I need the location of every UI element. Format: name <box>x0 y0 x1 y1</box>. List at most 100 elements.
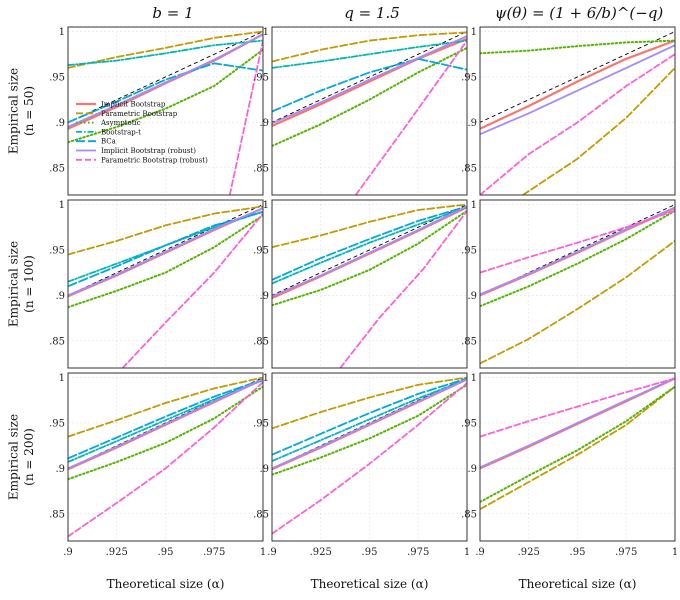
plot-area <box>68 30 263 195</box>
y-tick-label: .95 <box>253 72 269 83</box>
series-line-parametric-bootstrap <box>522 67 675 195</box>
plot-area <box>272 376 467 535</box>
row-label-line: Empirical size <box>7 68 21 154</box>
x-tick-label: .95 <box>158 547 174 558</box>
y-tick-label: .85 <box>253 336 269 347</box>
x-tick-label: 1 <box>260 547 266 558</box>
y-tick-label: .95 <box>49 418 65 429</box>
panel-frame <box>67 199 264 369</box>
legend-label: BCa <box>101 138 116 146</box>
panel-row2-col1: .85 .9 .95 1 <box>49 199 264 369</box>
y-tick-label: 1 <box>59 27 65 38</box>
panel-row3-col1: .85 .9 .95 1 .9 .925 .95 .975 1 <box>49 372 266 558</box>
reference-diagonal-line <box>480 204 675 296</box>
y-tick-label: .95 <box>461 72 477 83</box>
legend-label: Bootstrap-t <box>101 128 141 136</box>
series-line-parametric-bootstrap <box>480 385 675 511</box>
x-axis-label-3: Theoretical size (α) <box>519 577 637 591</box>
series-line-parametric-bootstrap-robust- <box>480 53 675 195</box>
row-label-2: Empirical size (n = 100) <box>7 241 37 327</box>
y-tick-label: .85 <box>49 336 65 347</box>
x-axis-label-1: Theoretical size (α) <box>107 577 225 591</box>
y-tick-label: 1 <box>263 27 269 38</box>
panel-frame <box>479 372 676 542</box>
x-tick-label: .925 <box>518 547 540 558</box>
series-line-parametric-bootstrap-robust- <box>480 209 675 274</box>
legend-label: Implicit Bootstrap <box>101 101 166 109</box>
series-line-bootstrap-t <box>68 39 263 66</box>
series-line-bca <box>272 57 467 113</box>
col-title-2: q = 1.5 <box>344 4 400 22</box>
series-line-parametric-bootstrap-robust- <box>339 209 467 368</box>
y-tick-label: .95 <box>253 418 269 429</box>
series-line-parametric-bootstrap-robust- <box>121 212 263 368</box>
panel-frame <box>479 199 676 369</box>
row-label-3: Empirical size (n = 200) <box>7 414 37 500</box>
plot-area <box>68 376 263 538</box>
row-label-line: (n = 50) <box>22 86 36 136</box>
series-line-parametric-bootstrap <box>68 376 263 438</box>
y-tick-label: 1 <box>59 200 65 211</box>
panel-row1-col2: .85 .9 .95 1 <box>253 26 468 196</box>
y-tick-label: .9 <box>259 118 269 129</box>
y-tick-label: .85 <box>253 163 269 174</box>
series-line-implicit-bootstrap-robust- <box>272 205 467 298</box>
x-tick-label: .925 <box>106 547 128 558</box>
series-line-parametric-bootstrap-robust- <box>354 39 467 195</box>
panel-frame <box>67 372 264 542</box>
panel-row1-col3: .85 .9 .95 1 <box>461 26 676 196</box>
series-line-bca <box>68 378 263 460</box>
y-tick-label: .9 <box>55 464 65 475</box>
panel-row2-col2: .85 .9 .95 1 <box>253 199 468 369</box>
series-line-parametric-bootstrap-robust- <box>228 39 263 195</box>
x-tick-label: 1 <box>464 547 470 558</box>
series-line-implicit-bootstrap <box>272 37 467 128</box>
reference-diagonal-line <box>272 204 467 296</box>
reference-diagonal-line <box>68 31 263 123</box>
x-tick-label: .975 <box>407 547 429 558</box>
x-tick-label: 1 <box>672 547 678 558</box>
y-tick-label: 1 <box>471 200 477 211</box>
panel-frame <box>271 199 468 369</box>
series-line-bootstrap-t <box>272 378 467 463</box>
column-titles: b = 1 q = 1.5 ψ(θ) = (1 + 6/b)^(−q) <box>152 4 663 22</box>
y-tick-label: .95 <box>49 245 65 256</box>
series-line-bca <box>272 205 467 281</box>
panel-frame <box>271 26 468 196</box>
y-tick-label: 1 <box>59 373 65 384</box>
y-tick-label: .9 <box>259 464 269 475</box>
series-line-implicit-bootstrap <box>480 39 675 130</box>
series-line-implicit-bootstrap-robust- <box>480 44 675 136</box>
row-label-line: (n = 100) <box>22 255 36 313</box>
series-line-implicit-bootstrap-robust- <box>272 378 467 470</box>
series-line-bca <box>68 62 263 124</box>
panel-frame <box>271 372 468 542</box>
x-axis-labels: Theoretical size (α) Theoretical size (α)… <box>107 577 637 591</box>
row-label-line: (n = 200) <box>22 428 36 486</box>
y-tick-label: .9 <box>467 464 477 475</box>
plot-area <box>480 31 675 195</box>
plot-area <box>480 204 675 365</box>
panel-frame <box>479 26 676 196</box>
reference-diagonal-line <box>68 204 263 296</box>
series-line-implicit-bootstrap-robust- <box>480 377 675 469</box>
panel-row3-col2: .85.9.951.9.925.95.975 1 <box>253 372 470 558</box>
y-tick-label: .85 <box>461 509 477 520</box>
series-line-asymptotic <box>480 385 675 503</box>
series-line-parametric-bootstrap-robust- <box>68 381 263 538</box>
x-tick-label: .9 <box>475 547 485 558</box>
y-tick-label: .95 <box>49 72 65 83</box>
y-tick-label: .85 <box>253 509 269 520</box>
x-tick-label: .975 <box>615 547 637 558</box>
series-line-asymptotic <box>272 46 467 147</box>
x-tick-label: .975 <box>203 547 225 558</box>
series-line-parametric-bootstrap <box>272 376 467 430</box>
plot-area <box>68 204 263 368</box>
series-line-bca <box>68 210 263 288</box>
panel-frame <box>67 26 264 196</box>
series-line-asymptotic <box>68 385 263 481</box>
reference-diagonal-line <box>480 31 675 123</box>
x-tick-label: .9 <box>63 547 73 558</box>
series-line-asymptotic <box>272 383 467 476</box>
